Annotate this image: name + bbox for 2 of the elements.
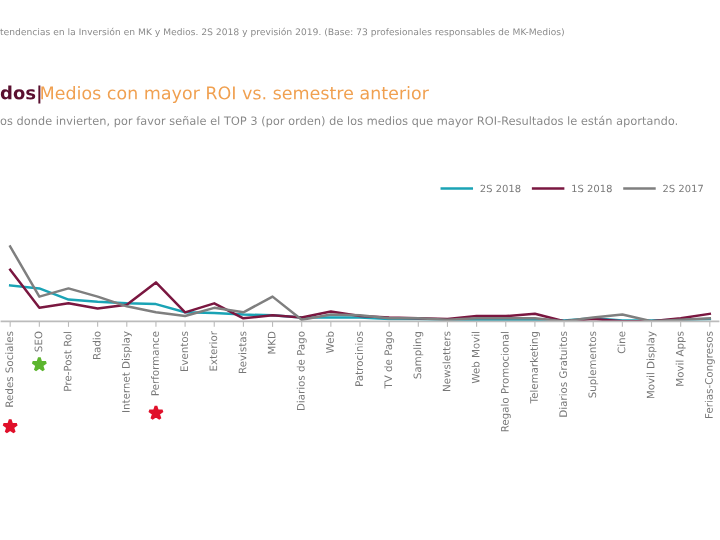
chart-title: dos| <box>0 85 41 104</box>
chart-subtitle: Medios con mayor ROI vs. semestre anterior <box>41 86 429 103</box>
